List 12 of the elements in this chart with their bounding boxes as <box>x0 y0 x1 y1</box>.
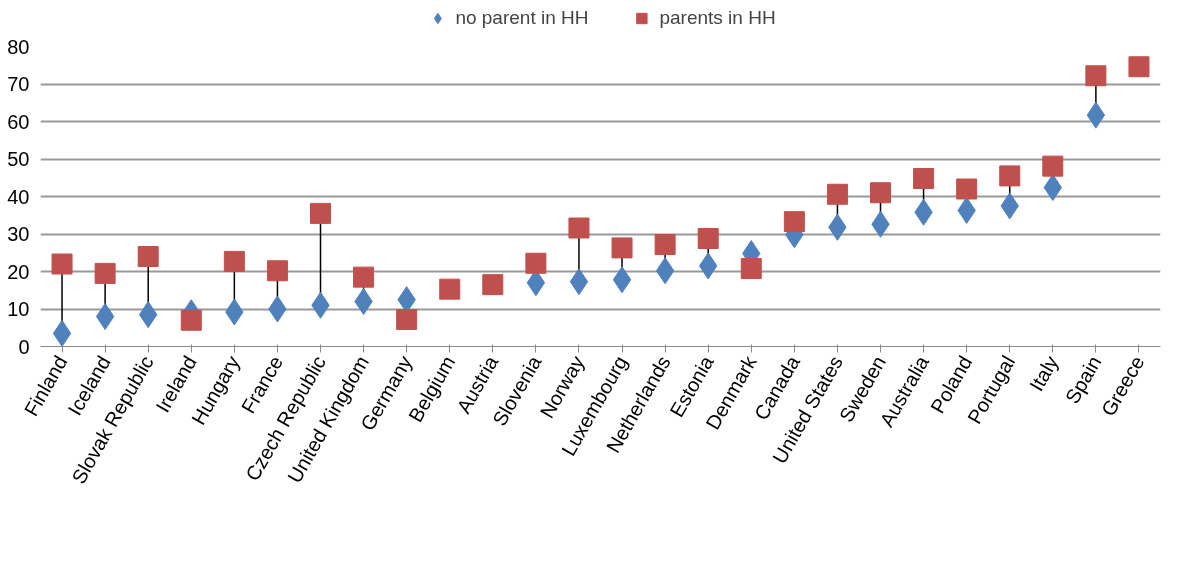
y-tick-label: 30 <box>7 223 30 245</box>
legend-label: parents in HH <box>659 7 776 29</box>
y-tick-label: 80 <box>7 35 30 58</box>
y-tick-label: 60 <box>7 110 30 133</box>
y-tick-label: 40 <box>7 185 30 208</box>
y-tick-label: 70 <box>7 73 30 95</box>
y-tick-label: 50 <box>7 148 30 170</box>
legend-label: no parent in HH <box>455 7 589 29</box>
y-tick-label: 0 <box>18 335 30 358</box>
y-tick-label: 10 <box>7 298 30 320</box>
y-tick-label: 20 <box>7 260 30 283</box>
x-tick-label: Italy <box>1025 352 1063 395</box>
